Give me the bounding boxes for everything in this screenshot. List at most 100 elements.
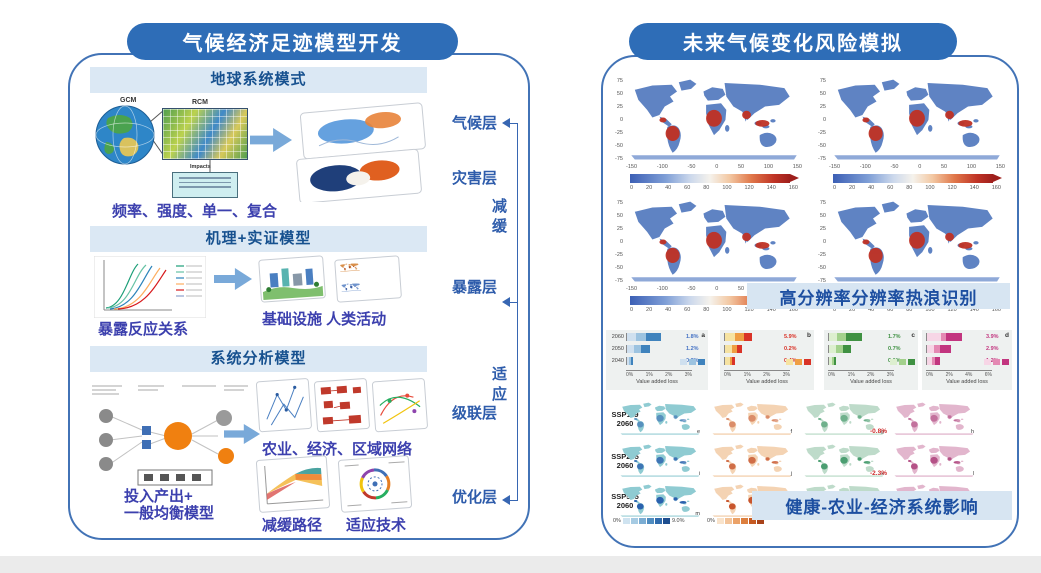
colorbar-ticks: 0 20 40 60 80 100 120 140 160 <box>833 307 1001 313</box>
ssp-mini-map: f <box>710 402 794 436</box>
colorbar <box>630 174 799 183</box>
tick-label: -75 <box>818 156 826 162</box>
section-earth-system-model: 地球系统模式 <box>90 67 427 93</box>
tick-label: 80 <box>906 307 913 313</box>
tick-label: 160 <box>991 185 1001 191</box>
climate-map-figure: 75 50 25 0 -25 -50 -75 -150 -100 -50 0 50 100 150 0 2… <box>813 78 1009 191</box>
tick-label: 0% <box>724 372 732 378</box>
network-cards-graphic <box>256 378 428 433</box>
tick-label: 25 <box>819 226 826 232</box>
ssp-mini-map: l <box>892 444 976 478</box>
input-output-network-graphic <box>92 385 248 486</box>
tick-label: 140 <box>766 307 776 313</box>
tick-label: 80 <box>703 307 710 313</box>
year-label: 2060 <box>611 334 624 340</box>
world-map <box>626 78 802 162</box>
x-axis-ticks: 0% 1% 2% 3% <box>828 370 894 378</box>
tick-label: 0 <box>822 239 826 245</box>
bar-row: 3.9% <box>926 333 999 341</box>
value-label: 1.2% <box>686 346 699 352</box>
tick-label: -100 <box>859 164 871 170</box>
bar-row: 2050 1.2% <box>608 345 699 353</box>
arrow-left-icon <box>497 118 510 128</box>
tick-label: 0 <box>630 185 634 191</box>
tick-label: 1% <box>847 372 855 378</box>
x-axis-ticks: 0% 1% 2% 3% <box>626 370 692 378</box>
tick-label: -75 <box>615 156 623 162</box>
chart-legend <box>890 359 915 365</box>
chart-letter: a <box>701 332 705 339</box>
tick-label: 0 <box>715 164 719 170</box>
value-label: 5.9% <box>784 334 797 340</box>
tick-label: 160 <box>788 185 798 191</box>
tick-label: 0 <box>619 239 623 245</box>
gcm-globe-graphic <box>95 105 155 165</box>
tick-label: 25 <box>819 104 826 110</box>
tick-label: 40 <box>665 185 672 191</box>
tick-label: 0 <box>833 185 837 191</box>
tick-label: 120 <box>744 307 754 313</box>
side-label-adaptation: 适应 <box>490 366 507 406</box>
world-map <box>626 200 802 284</box>
value-label: 3.9% <box>986 334 999 340</box>
ssp-row-label: SSP245 2060 <box>611 452 639 470</box>
tick-label: -75 <box>818 278 826 284</box>
tick-label: 60 <box>887 307 894 313</box>
tick-label: 0% <box>828 372 836 378</box>
tick-label: 140 <box>766 185 776 191</box>
tick-label: 2% <box>945 372 953 378</box>
tick-label: 50 <box>616 213 623 219</box>
climate-layers-cards-graphic <box>296 102 426 202</box>
gcm-label: GCM <box>120 97 137 104</box>
tick-label: 60 <box>887 185 894 191</box>
discrete-colorbar-orange: 0% <box>706 518 764 524</box>
world-map <box>829 200 1005 284</box>
tick-label: 40 <box>868 185 875 191</box>
tick-label: 6% <box>984 372 992 378</box>
world-map <box>829 78 1005 162</box>
tick-label: 140 <box>969 185 979 191</box>
ssp-mini-map: m <box>618 484 702 518</box>
ssp-mini-map: k <box>802 444 886 478</box>
chart-caption: Value added loss <box>746 379 788 385</box>
tick-label: 120 <box>947 185 957 191</box>
tick-label: -50 <box>615 143 623 149</box>
tick-label: -50 <box>687 164 696 170</box>
discrete-colorbar-blue: 0% 9.0% <box>613 518 685 524</box>
x-axis-ticks: 0% 2% 4% 6% <box>926 370 992 378</box>
bar-row: 0.7% <box>828 345 901 353</box>
caption-io-line1: 投入产出+ <box>124 488 193 505</box>
colorbar-ticks: 0 20 40 60 80 100 120 140 160 <box>630 185 798 191</box>
bar-chart-a: a 2060 1.8% 2050 1.2% 2040 0.3% 0%1%2%3%… <box>606 330 708 390</box>
bar-chart-b: b 5.9% 0.2% 0.4% 0%1%2%3% Value added lo… <box>720 330 814 390</box>
value-label: 1.8% <box>686 334 699 340</box>
tick-label: 0% <box>926 372 934 378</box>
bar-row: 2060 1.8% <box>608 333 699 341</box>
tick-label: 60 <box>684 307 691 313</box>
infrastructure-activity-cards-graphic <box>258 255 402 303</box>
tick-label: 3% <box>782 372 790 378</box>
section-system-analysis: 系统分析模型 <box>90 346 427 372</box>
tick-label: 60 <box>684 185 691 191</box>
loss-note: -2.3% <box>870 470 887 477</box>
tick-label: 50 <box>737 286 745 292</box>
exposure-response-curves-graphic <box>94 256 206 318</box>
bar-row: 0.2% <box>724 345 797 353</box>
feedback-stub-bottom <box>506 500 518 501</box>
tick-label: 150 <box>792 164 802 170</box>
y-axis-ticks: 75 50 25 0 -25 -50 -75 <box>813 78 826 162</box>
tick-label: 160 <box>991 307 1001 313</box>
tick-label: 0% <box>626 372 634 378</box>
tick-label: 0 <box>619 117 623 123</box>
tick-label: -100 <box>656 164 668 170</box>
tick-label: 50 <box>819 91 826 97</box>
tick-label: -50 <box>818 143 826 149</box>
layer-exposure: 暴露层 <box>452 279 498 296</box>
year-label: 2050 <box>611 346 624 352</box>
tick-label: 40 <box>868 307 875 313</box>
tick-label: -50 <box>818 265 826 271</box>
tick-label: -25 <box>818 252 826 258</box>
rcm-label: RCM <box>192 99 208 106</box>
banner-system-impact: 健康-农业-经济系统影响 <box>752 491 1012 520</box>
